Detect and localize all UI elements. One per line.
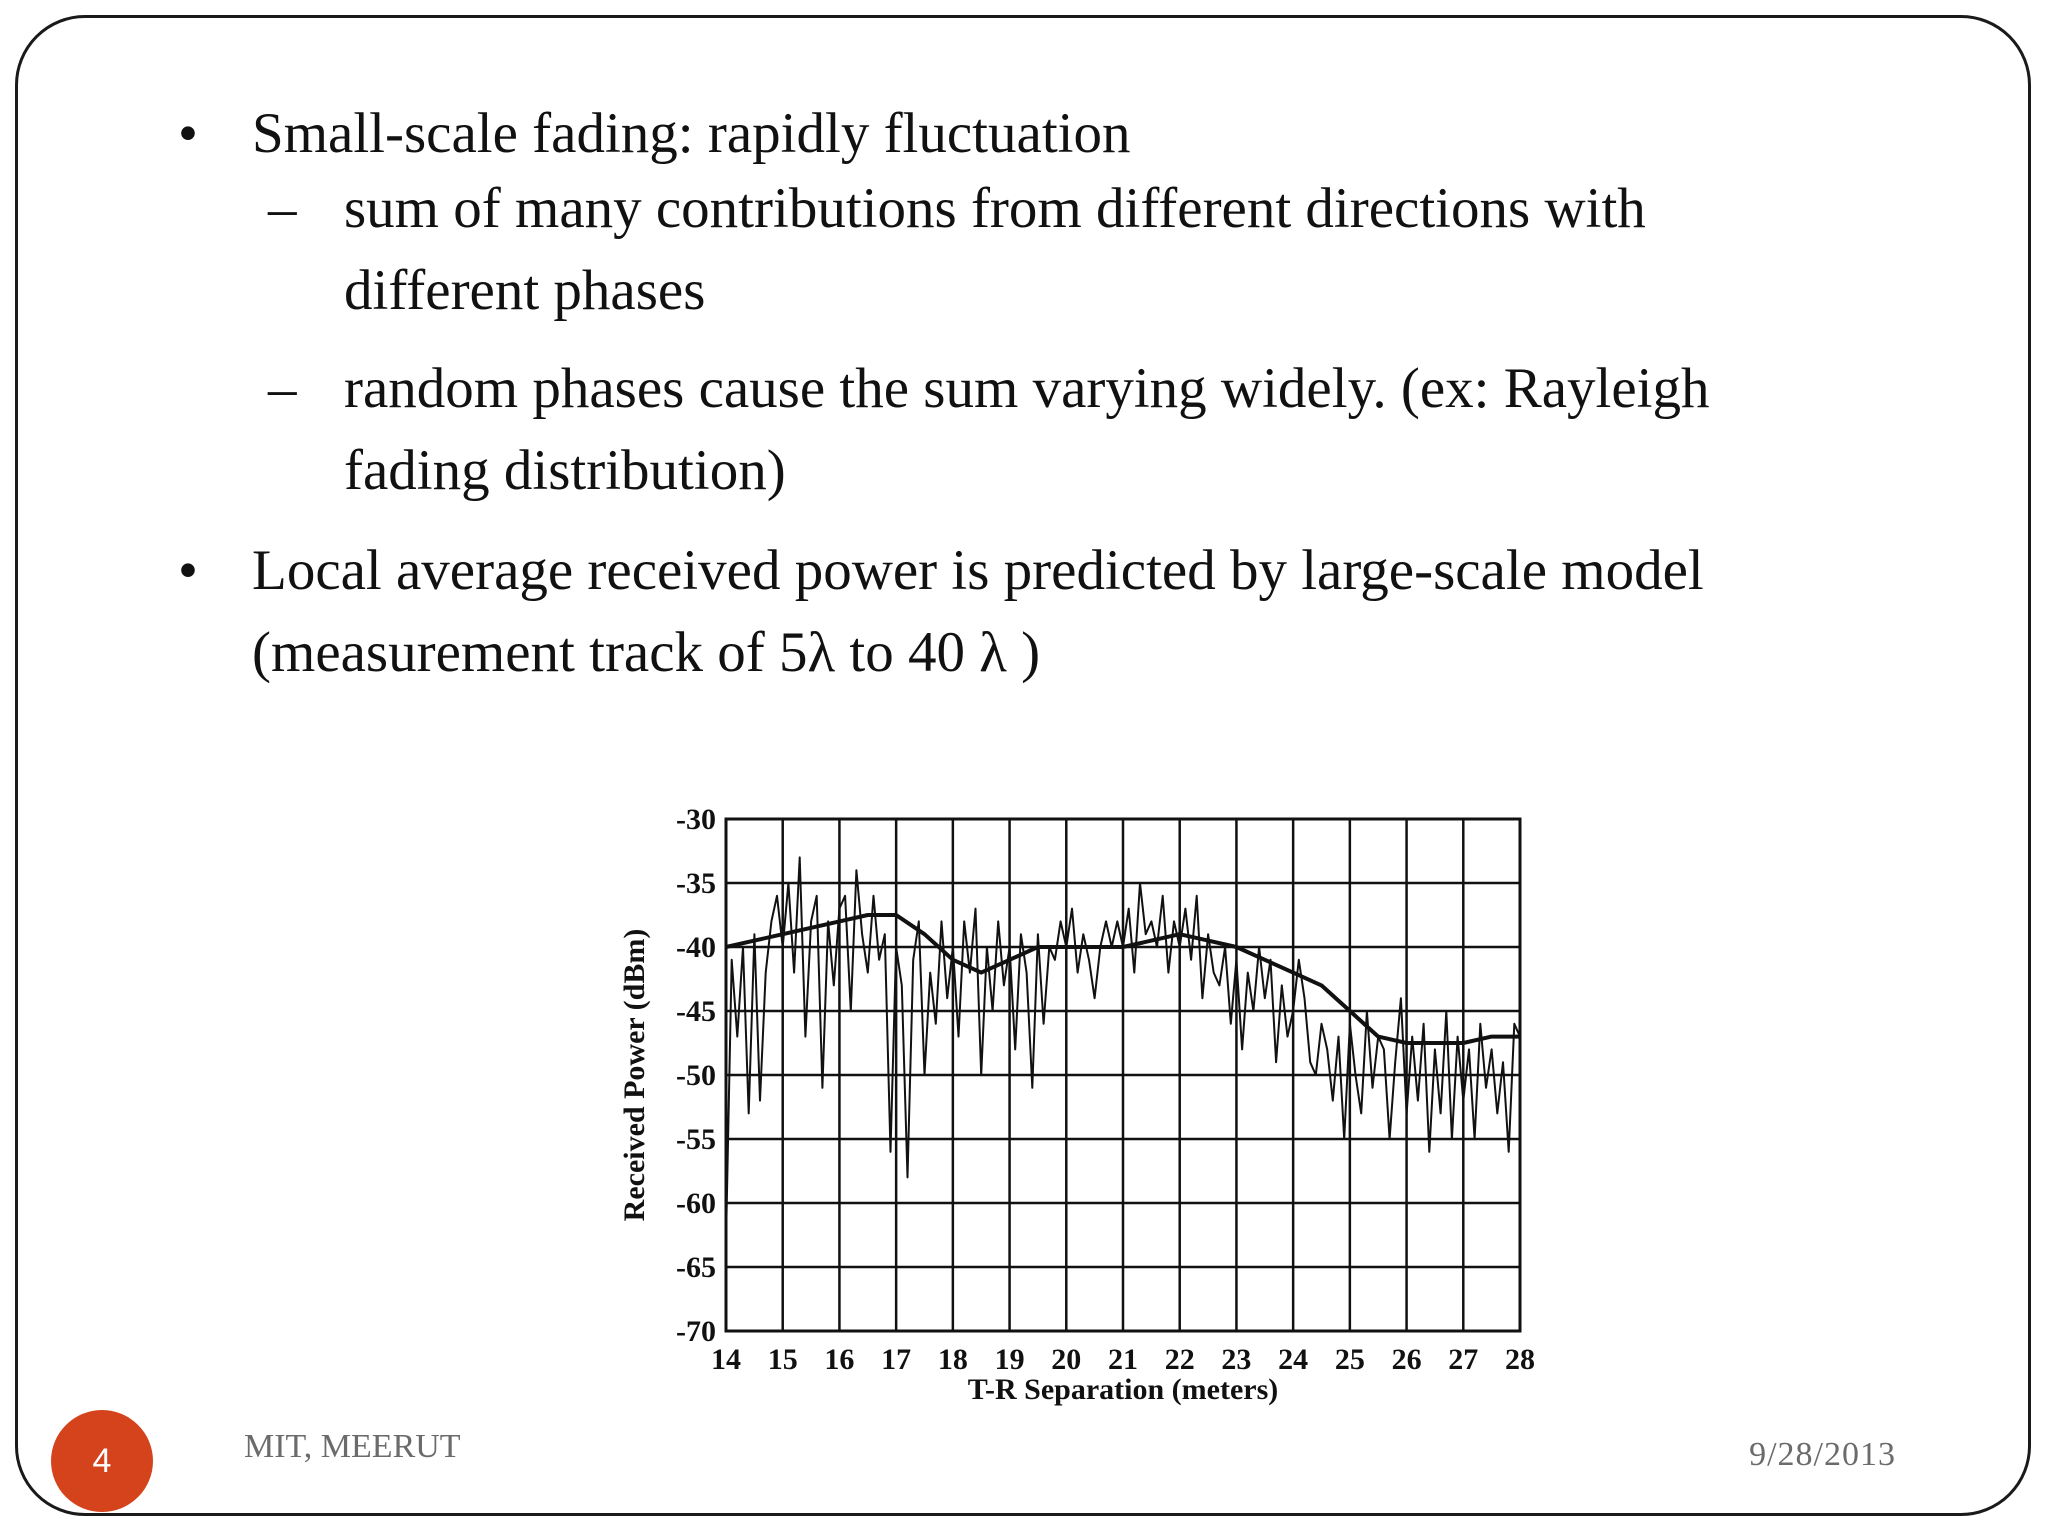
x-tick-label: 22 — [1165, 1343, 1195, 1376]
bullet-local-average-line2: (measurement track of 5λ to 40 λ ) — [252, 621, 1041, 684]
y-tick-label: -50 — [676, 1059, 716, 1092]
footer-date: 9/28/2013 — [1749, 1436, 1896, 1473]
y-tick-label: -70 — [676, 1315, 716, 1348]
y-tick-label: -40 — [676, 931, 716, 964]
bullet-local-average-line1: Local average received power is predicte… — [252, 539, 1704, 602]
y-tick-label: -35 — [676, 867, 716, 900]
footer-institution: MIT, MEERUT — [244, 1428, 461, 1465]
x-tick-label: 20 — [1051, 1343, 1081, 1376]
y-axis-label: Received Power (dBm) — [618, 929, 651, 1222]
x-tick-label: 28 — [1505, 1343, 1535, 1376]
sub-bullet-sum-line1: sum of many contributions from different… — [344, 177, 1646, 240]
x-tick-label: 17 — [881, 1343, 911, 1376]
chart-ticks: 14 15 16 17 18 19 20 21 22 23 24 25 26 27 28 -30 -35 -40 -… — [676, 803, 1535, 1376]
page-number-badge: 4 — [51, 1410, 153, 1512]
x-tick-label: 24 — [1278, 1343, 1308, 1376]
y-tick-label: -55 — [676, 1123, 716, 1156]
received-power-chart: 14 15 16 17 18 19 20 21 22 23 24 25 26 27 28 -30 -35 -40 -… — [608, 783, 1548, 1423]
dash-marker: – — [268, 177, 297, 240]
chart-svg: 14 15 16 17 18 19 20 21 22 23 24 25 26 27 28 -30 -35 -40 -… — [618, 803, 1535, 1406]
x-tick-label: 18 — [938, 1343, 968, 1376]
slide-frame: • Small-scale fading: rapidly fluctuatio… — [15, 15, 2031, 1516]
bullet-small-scale-fading: Small-scale fading: rapidly fluctuation — [252, 102, 1131, 165]
x-tick-label: 23 — [1221, 1343, 1251, 1376]
sub-bullet-random-line1: random phases cause the sum varying wide… — [344, 357, 1710, 420]
series-line-local-average — [725, 913, 1520, 1045]
x-tick-label: 14 — [711, 1343, 741, 1376]
bullet-marker: • — [178, 102, 198, 165]
x-tick-label: 26 — [1392, 1343, 1422, 1376]
y-tick-label: -65 — [676, 1251, 716, 1284]
bullet-marker: • — [178, 539, 198, 602]
sub-bullet-sum-line2: different phases — [344, 259, 706, 322]
sub-bullet-random-line2: fading distribution) — [344, 439, 786, 502]
x-tick-label: 19 — [995, 1343, 1025, 1376]
x-tick-label: 25 — [1335, 1343, 1365, 1376]
y-tick-label: -60 — [676, 1187, 716, 1220]
x-tick-label: 15 — [768, 1343, 798, 1376]
x-tick-label: 27 — [1448, 1343, 1478, 1376]
x-tick-label: 21 — [1108, 1343, 1138, 1376]
y-tick-label: -30 — [676, 803, 716, 836]
chart-series — [725, 856, 1521, 1242]
y-tick-label: -45 — [676, 995, 716, 1028]
x-tick-label: 16 — [824, 1343, 854, 1376]
dash-marker: – — [268, 357, 297, 420]
x-axis-label: T-R Separation (meters) — [968, 1373, 1279, 1406]
